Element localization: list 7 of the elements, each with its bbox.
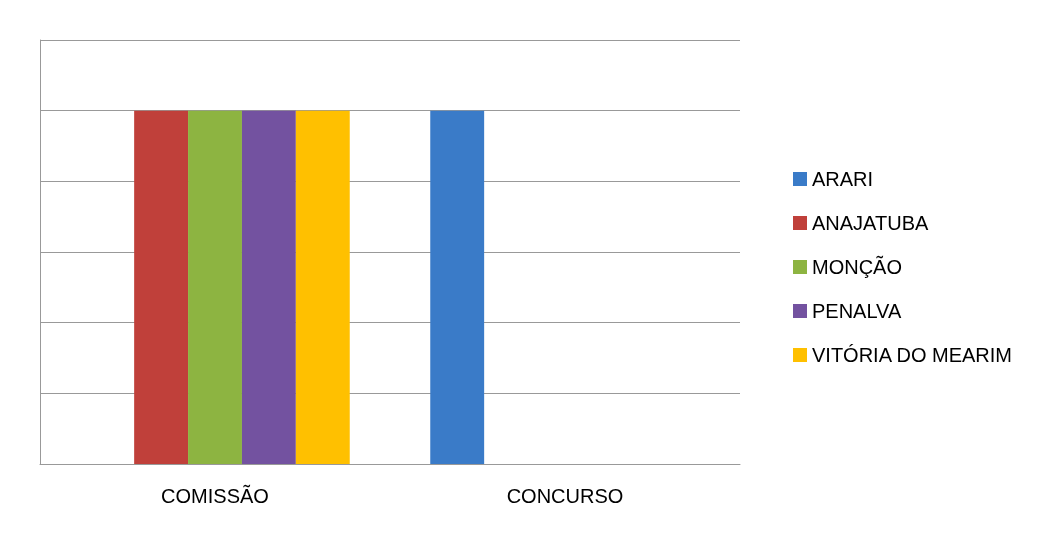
legend-label: ARARI <box>812 168 874 190</box>
x-tick-label: COMISSÃO <box>161 484 269 507</box>
legend-label: MONÇÃO <box>812 255 902 278</box>
x-tick-label: CONCURSO <box>506 485 624 507</box>
legend-label: VITÓRIA DO MEARIM <box>812 344 1013 366</box>
legend-label: PENALVA <box>812 300 902 322</box>
legend-label: ANAJATUBA <box>812 212 929 234</box>
